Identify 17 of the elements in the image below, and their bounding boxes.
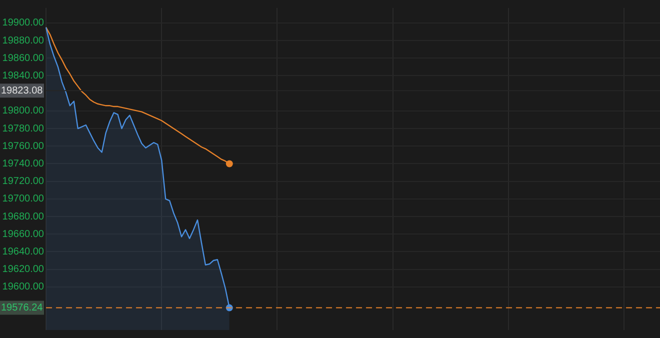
ref-line-label: 19823.08 (1, 85, 44, 96)
y-tick-label: 19760.00 (2, 140, 44, 152)
y-tick-label: 19900.00 (2, 18, 44, 29)
y-tick-label: 19800.00 (2, 106, 44, 117)
y-tick-label: 19620.00 (2, 264, 44, 276)
y-tick-label: 19680.00 (2, 211, 44, 222)
y-tick-label: 19720.00 (2, 176, 44, 188)
y-tick-label: 19700.00 (2, 194, 44, 205)
y-tick-label: 19860.00 (2, 52, 44, 64)
y-tick-label: 19840.00 (2, 70, 44, 82)
y-tick-label: 19660.00 (2, 228, 44, 240)
ref-line-label: 19576.24 (1, 302, 44, 314)
y-tick-label: 19780.00 (2, 123, 44, 134)
y-tick-label: 19640.00 (2, 246, 44, 258)
y-tick-label: 19600.00 (2, 282, 44, 293)
y-tick-label: 19740.00 (2, 158, 44, 170)
y-tick-label: 19880.00 (2, 35, 44, 46)
